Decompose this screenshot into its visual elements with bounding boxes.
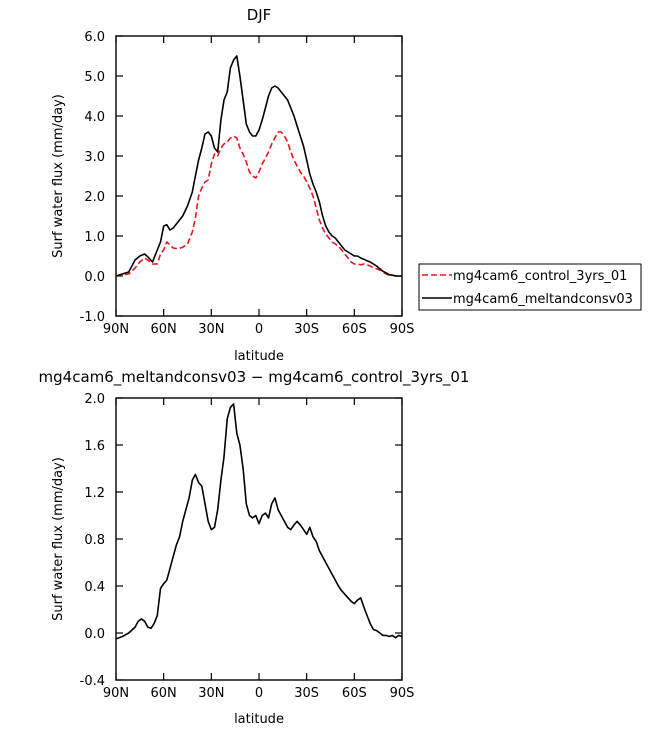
top-y-axis-label: Surf water flux (mm/day): [51, 94, 66, 258]
top-plot-frame: [115, 35, 403, 317]
bottom-x-ticks: 90N 60N 30N 0 30S 60S 90S: [103, 398, 415, 701]
y-tick-label: -0.4: [80, 674, 105, 689]
x-tick-label: 60S: [342, 686, 367, 701]
y-tick-label: 2.0: [84, 190, 105, 205]
y-tick-label: 0.0: [84, 627, 105, 642]
x-tick-label: 60N: [151, 322, 177, 337]
bottom-y-axis-label: Surf water flux (mm/day): [51, 457, 66, 621]
legend-label-melt: mg4cam6_meltandconsv03: [453, 292, 633, 307]
y-tick-label: 6.0: [84, 30, 105, 45]
series-line-mg4cam6-control-3yrs-01: [115, 131, 402, 277]
top-series-layer: [115, 55, 402, 277]
top-chart-panel: DJF 90N 60N 30N 0 30S 60S 90S -1.0 0.0 1.0 2.0 3.0…: [51, 6, 414, 364]
x-tick-label: 90S: [390, 322, 415, 337]
top-x-axis-label: latitude: [234, 349, 284, 364]
y-tick-label: 3.0: [84, 150, 105, 165]
x-tick-label: 0: [255, 686, 263, 701]
x-tick-label: 0: [255, 322, 263, 337]
bottom-series-layer: [115, 403, 403, 640]
bottom-plot-frame: [115, 397, 403, 681]
x-tick-label: 30S: [294, 322, 319, 337]
y-tick-label: 1.6: [84, 439, 105, 454]
top-x-ticks: 90N 60N 30N 0 30S 60S 90S: [103, 36, 415, 337]
bottom-chart-panel: mg4cam6_meltandconsv03 − mg4cam6_control…: [39, 368, 470, 727]
bottom-x-axis-label: latitude: [234, 712, 284, 727]
x-tick-label: 60N: [151, 686, 177, 701]
x-tick-label: 90N: [103, 322, 129, 337]
y-tick-label: 0.0: [84, 270, 105, 285]
bottom-chart-title: mg4cam6_meltandconsv03 − mg4cam6_control…: [39, 368, 470, 387]
y-tick-label: 0.8: [84, 533, 105, 548]
x-tick-label: 30S: [294, 686, 319, 701]
x-tick-label: 60S: [342, 322, 367, 337]
top-y-ticks: -1.0 0.0 1.0 2.0 3.0 4.0 5.0 6.0: [80, 30, 402, 325]
legend: mg4cam6_control_3yrs_01 mg4cam6_meltandc…: [418, 263, 642, 311]
series-line-mg4cam6-meltandconsv03: [115, 55, 402, 277]
y-tick-label: 0.4: [84, 580, 105, 595]
x-tick-label: 30N: [198, 686, 224, 701]
legend-box: [418, 263, 642, 311]
x-tick-label: 90N: [103, 686, 129, 701]
x-tick-label: 30N: [198, 322, 224, 337]
series-line-difference: [115, 403, 403, 640]
y-tick-label: 1.2: [84, 486, 105, 501]
y-tick-label: 4.0: [84, 110, 105, 125]
y-tick-label: -1.0: [80, 310, 105, 325]
y-tick-label: 2.0: [84, 392, 105, 407]
y-tick-label: 5.0: [84, 70, 105, 85]
y-tick-label: 1.0: [84, 230, 105, 245]
bottom-y-ticks: -0.4 0.0 0.4 0.8 1.2 1.6 2.0: [80, 392, 402, 689]
x-tick-label: 90S: [390, 686, 415, 701]
legend-label-control: mg4cam6_control_3yrs_01: [453, 269, 627, 284]
top-chart-title: DJF: [247, 6, 272, 24]
